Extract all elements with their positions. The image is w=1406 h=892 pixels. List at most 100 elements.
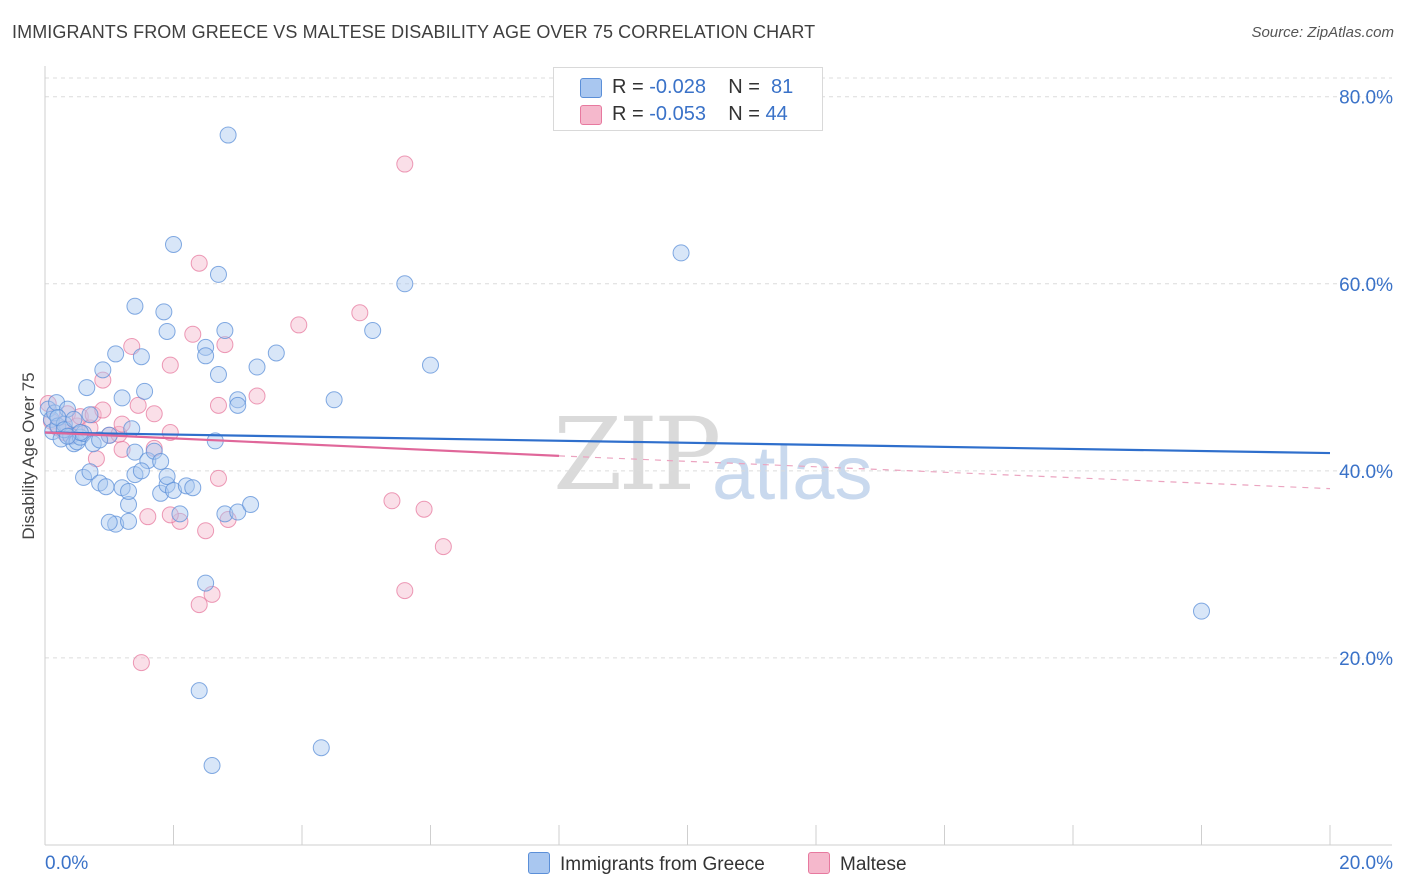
y-tick-label: 60.0% [1339, 275, 1393, 296]
point-greece [267, 344, 285, 362]
point-greece [155, 303, 173, 321]
point-greece [152, 453, 170, 470]
point-greece [126, 443, 144, 461]
point-greece [177, 477, 195, 495]
point-maltese [396, 582, 414, 600]
point-maltese [383, 492, 401, 510]
point-maltese [58, 405, 76, 423]
point-greece [132, 462, 150, 480]
point-greece [120, 512, 138, 530]
point-greece [422, 356, 439, 374]
point-maltese [209, 396, 227, 414]
point-maltese [139, 508, 157, 526]
point-maltese [94, 401, 112, 419]
point-greece [209, 366, 227, 384]
point-greece [136, 382, 154, 400]
point-greece [242, 496, 260, 514]
point-greece [46, 404, 64, 422]
point-greece [113, 389, 131, 407]
point-greece [48, 394, 66, 412]
point-greece [81, 406, 99, 424]
point-greece [190, 682, 208, 700]
point-greece [229, 391, 247, 409]
source-label: Source: ZipAtlas.com [1251, 24, 1394, 41]
point-greece [248, 358, 266, 376]
legend-item-greece[interactable]: Immigrants from Greece [528, 852, 765, 876]
point-greece [58, 400, 76, 418]
point-maltese [216, 336, 234, 354]
point-maltese [351, 304, 369, 322]
point-greece [219, 126, 237, 144]
y-tick-label: 40.0% [1339, 462, 1393, 483]
point-greece [94, 361, 112, 379]
legend-r-label: R = [612, 103, 644, 125]
point-maltese [113, 440, 131, 458]
point-greece [152, 484, 170, 502]
point-greece [197, 574, 215, 592]
point-greece [312, 739, 330, 757]
point-greece [184, 479, 202, 497]
legend-swatch-greece [528, 852, 550, 874]
legend-swatch-maltese [808, 852, 830, 874]
chart-title: IMMIGRANTS FROM GREECE VS MALTESE DISABI… [12, 22, 816, 42]
point-greece [132, 348, 150, 366]
legend-label-greece: Immigrants from Greece [560, 854, 765, 875]
point-greece [78, 379, 96, 397]
legend-item-maltese[interactable]: Maltese [808, 852, 907, 876]
legend-label-maltese: Maltese [840, 854, 907, 875]
point-maltese [290, 316, 308, 334]
point-greece [107, 515, 125, 533]
point-maltese [190, 254, 208, 272]
point-maltese [113, 415, 131, 433]
point-maltese [161, 506, 179, 524]
point-greece [229, 503, 247, 521]
point-maltese [184, 325, 202, 343]
legend-n-value-greece: 81 [771, 76, 794, 98]
x-tick-label: 0.0% [45, 853, 88, 874]
point-greece [120, 496, 138, 514]
trend-line-maltese [44, 431, 560, 457]
point-greece [364, 322, 382, 340]
point-greece [171, 505, 189, 523]
point-greece [325, 391, 343, 409]
point-greece [203, 756, 221, 774]
x-tick-label: 20.0% [1339, 853, 1393, 874]
legend-n-label: N = [728, 76, 760, 98]
point-greece [107, 345, 125, 363]
point-greece [145, 442, 163, 460]
point-maltese [248, 387, 266, 405]
point-greece [81, 463, 99, 481]
point-maltese [161, 424, 179, 442]
point-maltese [197, 522, 215, 540]
point-greece [139, 452, 157, 470]
point-greece [672, 244, 690, 262]
point-greece [165, 235, 182, 253]
point-greece [120, 482, 138, 500]
point-greece [97, 478, 115, 496]
point-greece [158, 467, 176, 485]
point-greece [229, 396, 247, 414]
point-maltese [94, 371, 112, 389]
point-maltese [145, 405, 163, 423]
trend-line-greece [44, 431, 1331, 455]
point-maltese [396, 155, 414, 173]
legend-r-label: R = [612, 76, 644, 98]
point-greece [58, 427, 76, 445]
y-axis-label: Disability Age Over 75 [19, 372, 38, 539]
correlation-legend: R = -0.028 N = 81 R = -0.053 N = 44 [553, 67, 823, 131]
point-maltese [415, 500, 433, 518]
y-tick-label: 20.0% [1339, 649, 1393, 670]
point-maltese [129, 396, 147, 414]
y-tick-label: 80.0% [1339, 88, 1393, 109]
point-maltese [209, 469, 227, 487]
point-greece [216, 322, 234, 340]
legend-n-label: N = [728, 103, 760, 125]
watermark-zip: ZIP [553, 396, 721, 513]
legend-r-value-maltese: -0.053 [649, 103, 706, 125]
legend-swatch-greece [580, 78, 602, 98]
point-maltese [434, 538, 452, 556]
point-greece [209, 265, 227, 283]
point-maltese [190, 596, 208, 614]
point-greece [75, 468, 93, 486]
